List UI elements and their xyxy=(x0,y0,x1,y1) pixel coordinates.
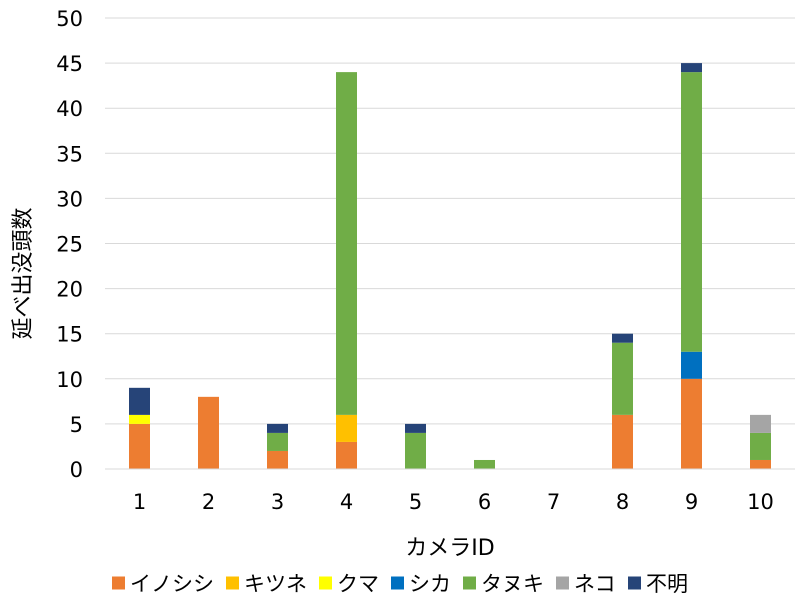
legend-swatch xyxy=(391,576,404,590)
y-tick-label: 20 xyxy=(56,278,83,302)
legend-item: イノシシ xyxy=(112,572,214,596)
legend-item: キツネ xyxy=(226,572,307,596)
bar-segment xyxy=(129,414,150,424)
x-tick-label: 10 xyxy=(747,490,774,514)
legend-label: シカ xyxy=(409,572,451,596)
legend-label: ネコ xyxy=(574,572,616,596)
x-tick-label: 4 xyxy=(340,490,353,514)
y-axis-tick-labels: 0 5 10 15 20 25 30 35 40 45 50 xyxy=(56,7,83,482)
bar-segment xyxy=(750,459,771,469)
legend-swatch xyxy=(226,576,239,590)
y-tick-label: 45 xyxy=(56,52,83,76)
bar-segment xyxy=(405,432,426,469)
y-tick-label: 35 xyxy=(56,142,83,166)
bar-segment xyxy=(336,441,357,469)
bar-segment xyxy=(681,378,702,469)
bar-segment xyxy=(267,432,288,451)
legend: イノシシ キツネ クマ シカ タヌキ ネコ 不明 xyxy=(112,572,688,596)
x-tick-label: 7 xyxy=(547,490,560,514)
y-tick-label: 15 xyxy=(56,323,83,347)
x-axis-tick-labels: 1 2 3 4 5 6 7 8 9 10 xyxy=(133,490,774,514)
bar-segment xyxy=(129,423,150,469)
bar-segment xyxy=(681,63,702,73)
x-tick-label: 2 xyxy=(202,490,215,514)
x-tick-label: 3 xyxy=(271,490,284,514)
legend-item: 不明 xyxy=(628,572,688,596)
y-axis-title: 延べ出没頭数 xyxy=(11,207,36,339)
legend-swatch xyxy=(556,576,569,590)
x-tick-label: 5 xyxy=(409,490,422,514)
x-tick-label: 1 xyxy=(133,490,146,514)
legend-item: クマ xyxy=(319,572,379,596)
gridlines xyxy=(105,17,795,425)
bar-segment xyxy=(750,414,771,433)
y-tick-label: 10 xyxy=(56,368,83,392)
legend-label: イノシシ xyxy=(130,572,214,596)
bar-segment xyxy=(612,342,633,415)
bar-segment xyxy=(612,333,633,343)
bar-segment xyxy=(405,423,426,433)
bar-segment xyxy=(198,396,219,469)
legend-swatch xyxy=(112,576,125,590)
bar-segment xyxy=(267,450,288,469)
x-tick-label: 8 xyxy=(616,490,629,514)
legend-swatch xyxy=(628,576,641,590)
legend-label: タヌキ xyxy=(481,572,544,596)
legend-item: タヌキ xyxy=(463,572,544,596)
legend-label: 不明 xyxy=(646,572,688,596)
bar-segment xyxy=(267,423,288,433)
y-tick-label: 30 xyxy=(56,187,83,211)
legend-label: キツネ xyxy=(244,572,307,596)
legend-swatch xyxy=(319,576,332,590)
bar-segment xyxy=(336,72,357,415)
x-axis-title: カメラID xyxy=(405,536,494,561)
y-tick-label: 5 xyxy=(70,413,83,437)
y-tick-label: 40 xyxy=(56,97,83,121)
y-tick-label: 0 xyxy=(70,458,83,482)
legend-label: クマ xyxy=(337,572,379,596)
bars xyxy=(129,63,771,469)
bar-segment xyxy=(129,387,150,415)
bar-segment xyxy=(474,459,495,469)
y-tick-label: 50 xyxy=(56,7,83,31)
bar-segment xyxy=(681,72,702,352)
x-tick-label: 6 xyxy=(478,490,491,514)
legend-item: シカ xyxy=(391,572,451,596)
bar-segment xyxy=(612,414,633,469)
bar-segment xyxy=(336,414,357,442)
y-tick-label: 25 xyxy=(56,233,83,257)
bar-segment xyxy=(681,351,702,379)
x-tick-label: 9 xyxy=(685,490,698,514)
legend-item: ネコ xyxy=(556,572,616,596)
bar-segment xyxy=(750,432,771,460)
legend-swatch xyxy=(463,576,476,590)
